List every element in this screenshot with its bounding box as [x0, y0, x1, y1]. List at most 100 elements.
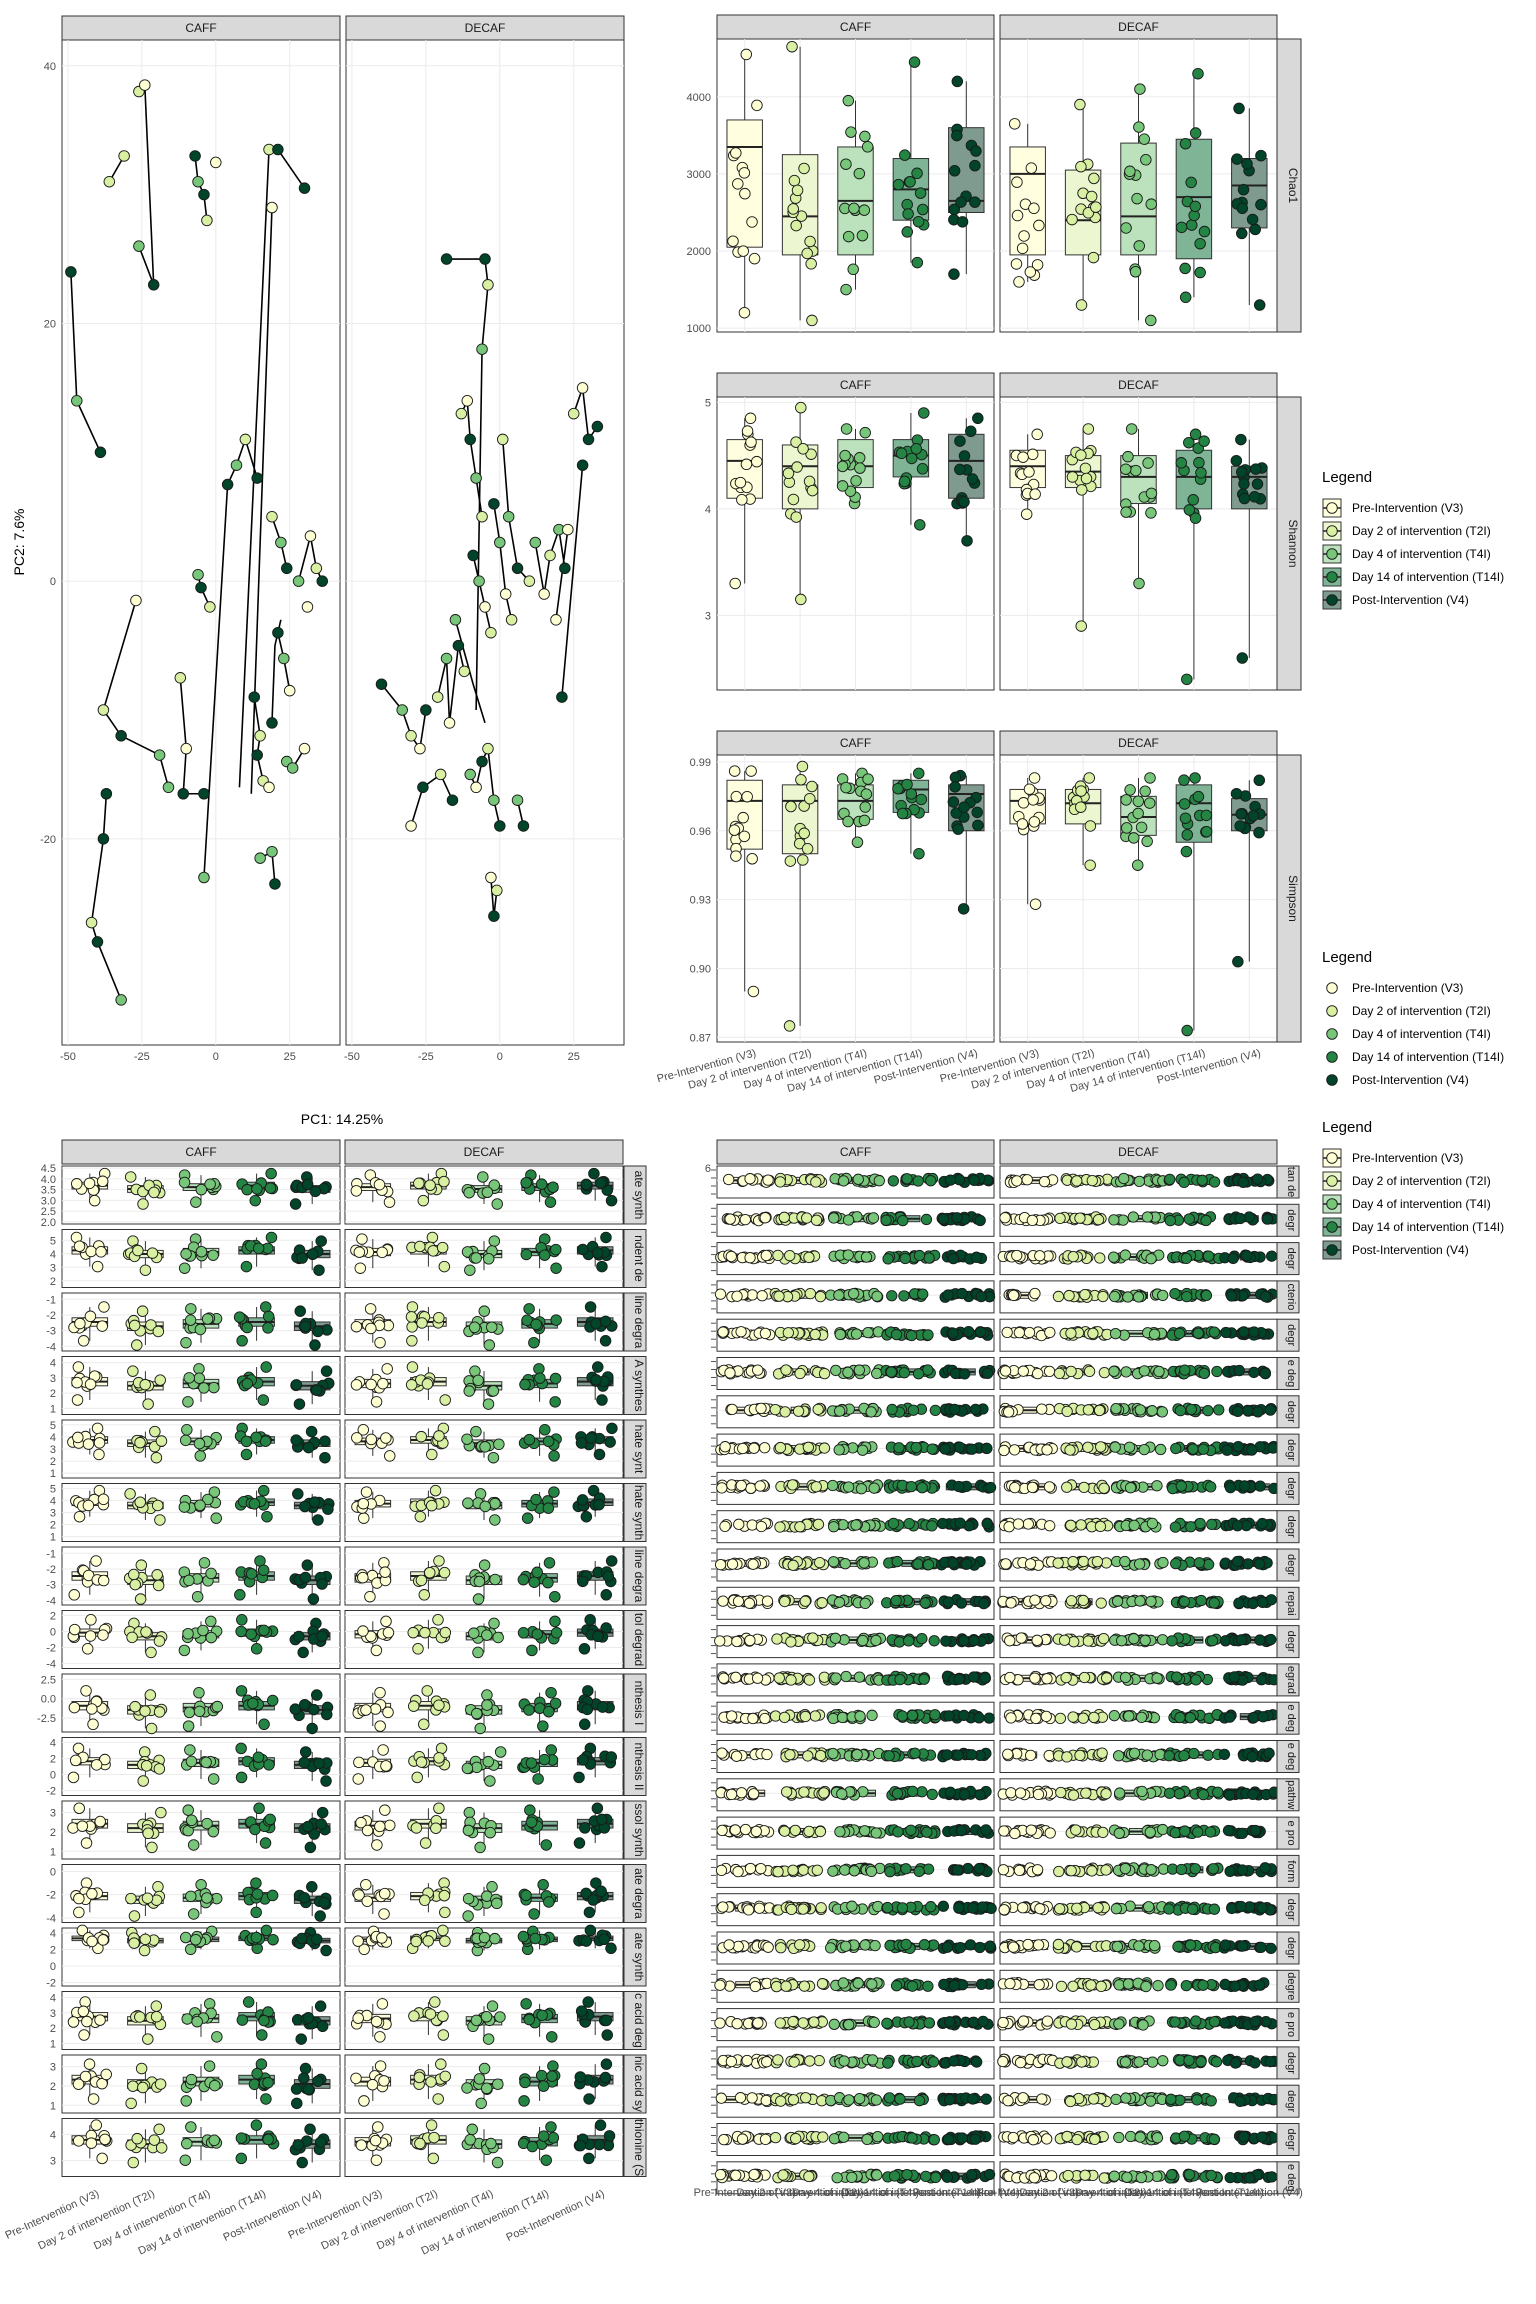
data-point [79, 1996, 91, 2008]
data-point [481, 1629, 493, 1641]
data-point [536, 2009, 548, 2022]
data-point [310, 1384, 323, 1396]
x-axis-title: PC1: 14.25% [301, 1111, 384, 1127]
y-tick-label: 5 [50, 1420, 56, 1432]
data-point [898, 1290, 910, 1302]
data-point [425, 2076, 437, 2088]
data-point [478, 1931, 491, 1944]
facet-strip [344, 1139, 624, 1165]
data-point [365, 1322, 377, 1335]
data-point [250, 1931, 263, 1944]
data-point [185, 1890, 197, 1903]
data-point [1238, 1326, 1250, 1338]
data-point [150, 2000, 163, 2012]
y-tick-label: 1 [50, 2038, 56, 2050]
data-point [356, 1233, 368, 1245]
data-point [1061, 1481, 1073, 1493]
data-point [1093, 1404, 1106, 1417]
data-point [250, 1643, 263, 1655]
data-point [862, 773, 874, 785]
data-point [1253, 1558, 1266, 1570]
data-point [178, 1644, 191, 1657]
data-point [1237, 1176, 1249, 1189]
data-point [546, 2070, 558, 2082]
data-point [942, 1596, 955, 1608]
data-point [189, 150, 201, 162]
data-point [599, 1315, 612, 1328]
data-point [1133, 240, 1145, 252]
data-point [82, 1499, 95, 1512]
data-point [951, 1212, 963, 1224]
data-point [605, 1194, 618, 1207]
data-point [550, 1314, 562, 1326]
data-point [352, 2012, 364, 2024]
data-point [785, 800, 797, 813]
data-point [1008, 1444, 1021, 1456]
data-point [1013, 276, 1025, 288]
data-point [951, 129, 963, 142]
data-point [542, 1576, 554, 1589]
data-point [799, 1595, 811, 1607]
data-point [1179, 137, 1192, 150]
y-tick-label: -4 [46, 1659, 56, 1671]
data-point [269, 878, 281, 890]
data-point [517, 1627, 530, 1639]
data-point [1195, 467, 1207, 479]
y-tick-label: 4 [50, 1495, 56, 1507]
y-tick-label: -4 [46, 1913, 56, 1925]
box [1175, 138, 1213, 260]
data-point [1088, 172, 1100, 185]
data-point [580, 1178, 593, 1191]
data-point [374, 1336, 386, 1349]
data-point [1145, 1253, 1157, 1265]
data-point [266, 717, 278, 729]
data-point [405, 820, 417, 832]
pathway-label: hate synth [632, 1485, 646, 1540]
data-point [1028, 816, 1041, 828]
data-point [187, 1839, 200, 1851]
data-point [208, 2134, 221, 2147]
data-point [936, 1517, 949, 1530]
data-point [744, 1634, 756, 1647]
data-point [773, 1290, 785, 1302]
data-point [486, 2000, 499, 2012]
data-point [316, 2020, 329, 2033]
data-point [885, 1366, 897, 1378]
data-point [544, 1196, 557, 1208]
y-tick-label: 5 [50, 1483, 56, 1495]
data-point [1148, 1328, 1161, 1340]
facet-strip [345, 15, 625, 41]
data-point [859, 1597, 871, 1610]
data-point [870, 1634, 882, 1647]
y-tick-label: -4 [46, 1595, 56, 1607]
data-point [235, 1742, 247, 1755]
data-point [583, 1906, 596, 1919]
data-point [1110, 1403, 1122, 1415]
data-point [254, 852, 266, 864]
data-point [780, 1364, 792, 1376]
data-point [575, 2005, 588, 2017]
data-point [488, 1235, 501, 1247]
y-tick-label: 3 [50, 1262, 56, 1274]
data-point [292, 2139, 304, 2151]
data-point [829, 1632, 842, 1644]
data-point [928, 1635, 940, 1647]
data-point [958, 496, 970, 508]
data-point [204, 601, 216, 613]
data-point [370, 2015, 383, 2028]
data-point [1145, 487, 1158, 500]
data-point [1124, 1482, 1137, 1494]
data-point [806, 780, 818, 793]
data-point [407, 1700, 420, 1712]
data-point [481, 1186, 494, 1198]
data-point [1133, 1175, 1146, 1188]
data-point [262, 1310, 275, 1323]
data-point [1008, 118, 1021, 130]
data-point [790, 436, 802, 448]
data-point [920, 1213, 933, 1226]
data-point [602, 1570, 615, 1582]
data-point [948, 1403, 961, 1416]
data-point [1241, 158, 1253, 170]
data-point [458, 665, 471, 678]
data-point [1256, 1517, 1268, 1530]
